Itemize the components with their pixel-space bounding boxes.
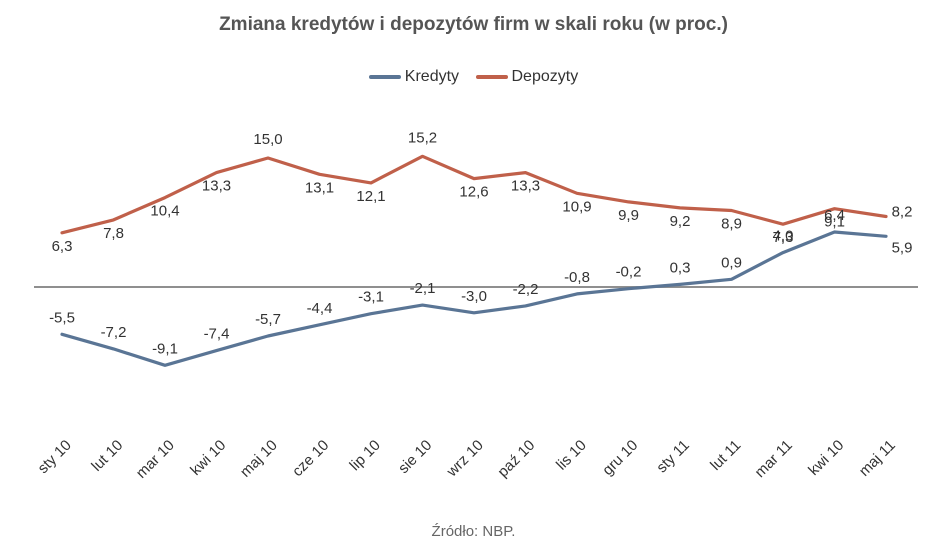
data-label-kredyty: 4,0 <box>773 228 794 245</box>
data-label-depozyty: 9,9 <box>618 207 639 224</box>
legend-label-depozyty: Depozyty <box>511 68 579 85</box>
data-label-kredyty: -5,7 <box>255 311 281 328</box>
x-tick-label: sty 10 <box>35 437 75 477</box>
data-label-depozyty: 12,1 <box>356 188 385 205</box>
data-label-kredyty: -7,4 <box>204 326 230 343</box>
data-label-kredyty: -0,8 <box>564 269 590 286</box>
source-note: Źródło: NBP. <box>431 523 516 540</box>
data-label-depozyty: 13,3 <box>202 178 231 195</box>
legend-item-kredyty: Kredyty <box>368 68 460 86</box>
data-label-depozyty: 8,9 <box>721 215 742 232</box>
data-label-kredyty: -2,2 <box>513 281 539 298</box>
x-tick-label: gru 10 <box>599 437 641 479</box>
chart-title: Zmiana kredytów i depozytów firm w skali… <box>219 14 728 35</box>
data-label-depozyty: 8,2 <box>892 203 913 220</box>
x-tick-label: kwi 10 <box>187 437 229 479</box>
data-label-kredyty: -4,4 <box>307 300 333 317</box>
data-label-depozyty: 7,8 <box>103 225 124 242</box>
data-label-kredyty: -2,1 <box>410 280 436 297</box>
data-label-depozyty: 12,6 <box>459 184 488 201</box>
data-label-kredyty: -5,5 <box>49 309 75 326</box>
x-tick-label: wrz 10 <box>443 437 487 481</box>
x-tick-label: lip 10 <box>346 437 383 474</box>
data-label-depozyty: 15,0 <box>253 131 282 148</box>
x-tick-label: kwi 10 <box>805 437 847 479</box>
data-label-depozyty: 9,1 <box>824 214 845 231</box>
x-tick-label: cze 10 <box>289 437 332 480</box>
legend-swatch-kredyty <box>368 75 401 79</box>
data-label-kredyty: 0,3 <box>670 259 691 276</box>
series-line-depozyty <box>60 154 888 235</box>
data-label-depozyty: 7,3 <box>773 229 794 246</box>
data-label-depozyty: 10,4 <box>150 203 179 220</box>
data-label-kredyty: -7,2 <box>101 324 127 341</box>
data-label-depozyty: 13,1 <box>305 179 334 196</box>
data-label-kredyty: 0,9 <box>721 254 742 271</box>
data-label-kredyty: -0,2 <box>616 264 642 281</box>
x-tick-label: mar 11 <box>752 437 796 481</box>
legend: Kredyty Depozyty <box>0 66 947 86</box>
data-label-depozyty: 10,9 <box>562 198 591 215</box>
x-tick-label: maj 11 <box>856 437 899 480</box>
x-tick-label: maj 10 <box>237 437 281 481</box>
x-tick-label: lut 11 <box>707 437 744 474</box>
data-label-depozyty: 15,2 <box>408 129 437 146</box>
data-label-depozyty: 9,2 <box>670 213 691 230</box>
legend-label-kredyty: Kredyty <box>404 68 460 85</box>
x-tick-label: lut 10 <box>88 437 126 475</box>
data-label-kredyty: -3,0 <box>461 288 487 305</box>
legend-item-depozyty: Depozyty <box>475 68 579 86</box>
legend-swatch-depozyty <box>475 75 508 79</box>
data-label-kredyty: -3,1 <box>358 289 384 306</box>
x-tick-label: sty 11 <box>653 437 693 477</box>
data-label-kredyty: -9,1 <box>152 340 178 357</box>
x-tick-label: lis 10 <box>553 437 590 474</box>
data-label-depozyty: 6,3 <box>52 238 73 255</box>
data-label-kredyty: 6,4 <box>824 207 845 224</box>
data-label-depozyty: 13,3 <box>511 178 540 195</box>
series-line-kredyty <box>60 230 888 367</box>
x-tick-label: paź 10 <box>494 437 538 481</box>
x-tick-label: mar 10 <box>133 437 178 482</box>
x-tick-label: sie 10 <box>395 437 435 477</box>
data-label-kredyty: 5,9 <box>892 239 913 256</box>
